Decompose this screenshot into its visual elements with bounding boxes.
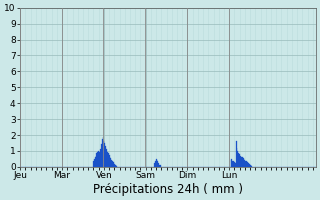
Bar xyxy=(113,162,114,167)
Bar xyxy=(250,165,251,167)
Bar xyxy=(235,163,236,167)
Bar xyxy=(96,153,97,167)
Bar xyxy=(93,161,94,167)
Bar xyxy=(246,161,247,167)
Bar xyxy=(98,151,99,167)
Bar xyxy=(115,165,116,167)
Bar xyxy=(238,153,239,167)
Bar xyxy=(101,144,102,167)
Bar xyxy=(234,162,235,167)
Bar xyxy=(160,165,161,167)
Bar xyxy=(249,164,250,167)
Bar xyxy=(106,149,107,167)
Bar xyxy=(103,141,104,167)
Bar xyxy=(111,160,112,167)
Bar xyxy=(156,160,157,167)
Bar xyxy=(236,148,237,167)
X-axis label: Précipitations 24h ( mm ): Précipitations 24h ( mm ) xyxy=(93,183,243,196)
Bar xyxy=(232,161,233,167)
Bar xyxy=(154,163,155,167)
Bar xyxy=(233,161,234,167)
Bar xyxy=(100,149,101,167)
Bar xyxy=(237,151,238,167)
Bar xyxy=(94,159,95,167)
Bar xyxy=(231,159,232,167)
Bar xyxy=(230,160,231,167)
Bar xyxy=(110,158,111,167)
Bar xyxy=(107,152,108,167)
Bar xyxy=(108,155,109,167)
Bar xyxy=(114,164,115,167)
Bar xyxy=(159,165,160,167)
Bar xyxy=(157,161,158,167)
Bar xyxy=(109,157,110,167)
Bar xyxy=(97,152,98,167)
Bar xyxy=(242,157,243,167)
Bar xyxy=(102,137,103,167)
Bar xyxy=(241,157,242,167)
Bar xyxy=(112,161,113,167)
Bar xyxy=(244,160,245,167)
Bar xyxy=(248,163,249,167)
Bar xyxy=(116,166,117,167)
Bar xyxy=(239,154,240,167)
Bar xyxy=(95,157,96,167)
Bar xyxy=(99,152,100,167)
Bar xyxy=(251,165,252,167)
Bar xyxy=(240,156,241,167)
Bar xyxy=(104,143,105,167)
Bar xyxy=(105,146,106,167)
Bar xyxy=(243,158,244,167)
Bar xyxy=(155,161,156,167)
Bar xyxy=(245,161,246,167)
Bar xyxy=(247,162,248,167)
Bar xyxy=(158,163,159,167)
